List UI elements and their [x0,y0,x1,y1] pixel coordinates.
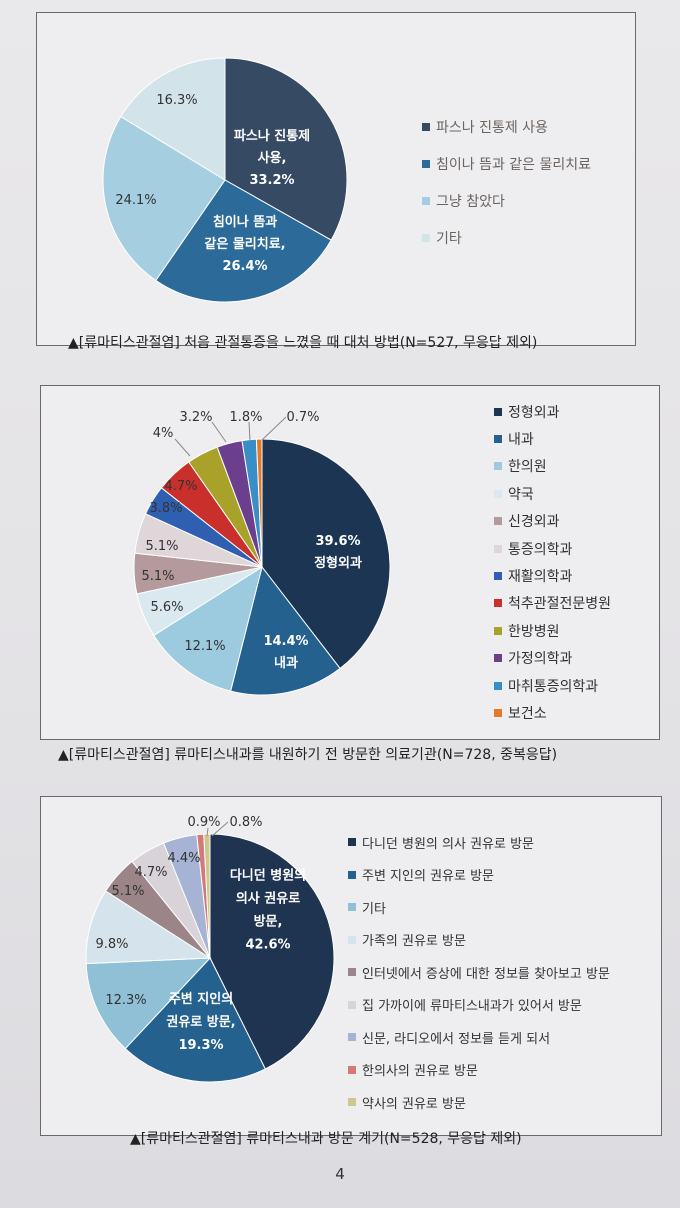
legend-swatch [348,935,356,944]
legend-item: 마취통증의학과 [494,672,611,699]
legend-label: 한의사의 권유로 방문 [362,1064,478,1080]
legend-label: 기타 [362,901,386,917]
legend-label: 정형외과 [508,404,560,421]
legend-label: 내과 [508,432,534,449]
legend-item: 그냥 참았다 [422,182,591,219]
legend-swatch [494,681,502,690]
page-number: 4 [335,1165,345,1183]
legend-item: 보건소 [494,699,611,726]
legend-item: 다니던 병원의 의사 권유로 방문 [348,826,610,859]
legend-label: 보건소 [508,705,547,722]
legend-label: 기타 [436,230,462,247]
legend-item: 신경외과 [494,508,611,535]
legend-swatch [494,462,502,471]
legend-item: 주변 지인의 권유로 방문 [348,859,610,892]
legend-label: 집 가까이에 류마티스내과가 있어서 방문 [362,999,582,1015]
legend-label: 한의원 [508,459,547,476]
legend-item: 한방병원 [494,617,611,644]
legend-label: 침이나 뜸과 같은 물리치료 [436,156,592,173]
legend-swatch [494,572,502,581]
legend-swatch [494,407,502,416]
legend-label: 신문, 라디오에서 정보를 듣게 되서 [362,1031,551,1047]
legend-item: 한의원 [494,453,611,480]
legend-swatch [494,654,502,663]
legend-label: 척추관절전문병원 [508,596,612,613]
legend-label: 가족의 권유로 방문 [362,934,466,950]
legend-label: 신경외과 [508,514,560,531]
legend-swatch [494,708,502,717]
legend-swatch [348,838,356,847]
legend-label: 다니던 병원의 의사 권유로 방문 [362,836,535,852]
legend-label: 약국 [508,486,534,503]
legend-label: 가정의학과 [508,651,573,668]
legend-swatch [348,870,356,879]
legend-item: 내과 [494,425,611,452]
legend-label: 주변 지인의 권유로 방문 [362,869,494,885]
legend-label: 파스나 진통제 사용 [436,119,548,136]
legend-swatch [348,903,356,912]
caption-1: ▲[류마티스관절염] 처음 관절통증을 느꼈을 때 대처 방법(N=527, 무… [68,335,538,351]
legend-swatch [494,489,502,498]
legend-item: 가족의 권유로 방문 [348,924,610,957]
caption-2: ▲[류마티스관절염] 류마티스내과를 내원하기 전 방문한 의료기관(N=728… [58,747,558,763]
legend-swatch [348,1065,356,1074]
legend-swatch [348,1033,356,1042]
legend-item: 약국 [494,480,611,507]
legend-label: 한방병원 [508,623,560,640]
legend-swatch [348,1000,356,1009]
legend-label: 인터넷에서 증상에 대한 정보를 찾아보고 방문 [362,966,610,982]
legend-swatch [494,544,502,553]
legend-label: 재활의학과 [508,569,573,586]
legend-item: 재활의학과 [494,562,611,589]
legend-swatch [422,196,430,205]
legend-swatch [348,968,356,977]
legend-swatch [494,626,502,635]
legend-swatch [422,233,430,242]
legend-item: 통증의학과 [494,535,611,562]
legend-swatch [422,122,430,131]
legend-label: 통증의학과 [508,541,573,558]
legend-item: 가정의학과 [494,645,611,672]
legend-item: 집 가까이에 류마티스내과가 있어서 방문 [348,989,610,1022]
legend-swatch [494,517,502,526]
legend-label: 마취통증의학과 [508,678,599,695]
legend-label: 약사의 권유로 방문 [362,1096,466,1112]
legend-item: 신문, 라디오에서 정보를 듣게 되서 [348,1021,610,1054]
legend-item: 침이나 뜸과 같은 물리치료 [422,145,591,182]
legend-item: 척추관절전문병원 [494,590,611,617]
legend-item: 기타 [348,891,610,924]
legend-swatch [494,599,502,608]
legend-label: 그냥 참았다 [436,193,505,210]
legend-swatch [348,1098,356,1107]
caption-3: ▲[류마티스관절염] 류마티스내과 방문 계기(N=528, 무응답 제외) [130,1131,522,1147]
legend-item: 파스나 진통제 사용 [422,108,591,145]
legend-swatch [422,159,430,168]
legend-swatch [494,435,502,444]
legend-item: 인터넷에서 증상에 대한 정보를 찾아보고 방문 [348,956,610,989]
legend-item: 한의사의 권유로 방문 [348,1054,610,1087]
legend-item: 정형외과 [494,398,611,425]
legend-item: 약사의 권유로 방문 [348,1086,610,1119]
legend-item: 기타 [422,219,591,256]
